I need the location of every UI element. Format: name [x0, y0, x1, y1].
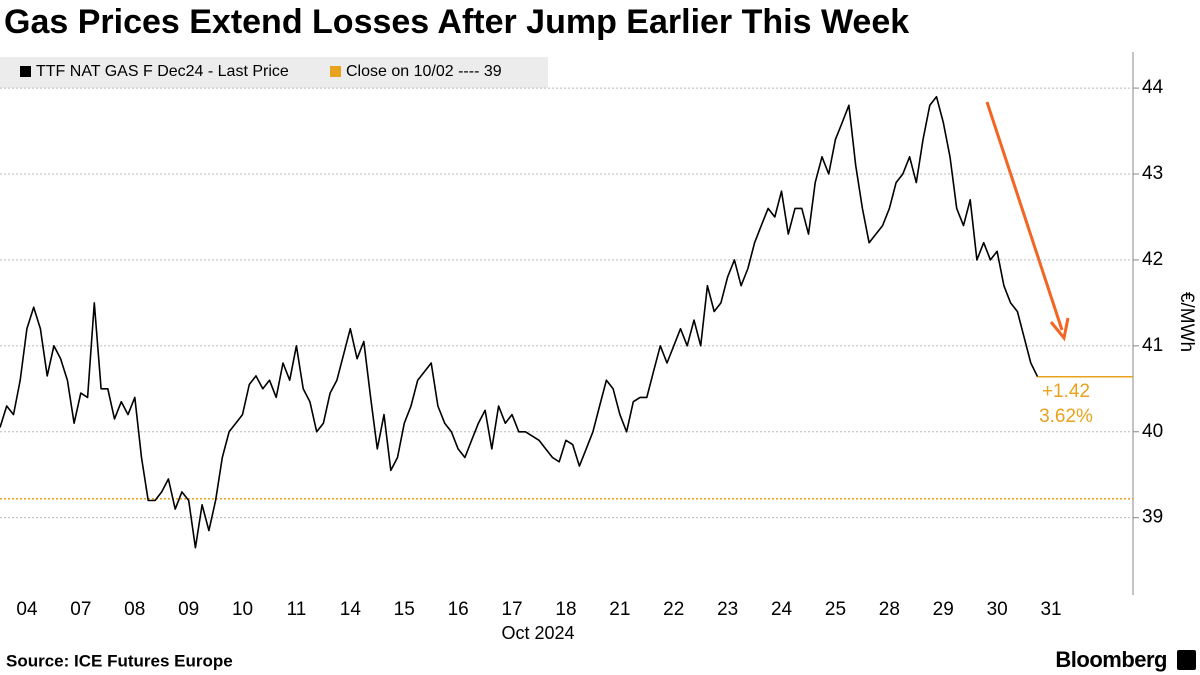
y-tick-label: 40	[1142, 421, 1163, 442]
x-tick-label: 14	[340, 599, 362, 620]
x-tick-label: 24	[771, 599, 793, 620]
y-axis-label: €/MWh	[1176, 292, 1197, 352]
y-tick-label: 44	[1142, 77, 1164, 98]
chart-title: Gas Prices Extend Losses After Jump Earl…	[4, 3, 909, 41]
change-label: 3.62%	[1039, 406, 1093, 427]
y-tick-label: 41	[1142, 335, 1163, 356]
x-tick-label: 09	[178, 599, 199, 620]
x-tick-label: 30	[987, 599, 1008, 620]
trend-arrow	[985, 101, 1064, 331]
x-tick-label: 23	[717, 599, 738, 620]
x-tick-label: 22	[663, 599, 684, 620]
brand-icon	[1177, 650, 1196, 670]
x-tick-label: 28	[879, 599, 900, 620]
price-line	[0, 95, 1039, 549]
legend-swatch	[330, 66, 341, 77]
x-tick-label: 08	[124, 599, 145, 620]
y-tick-label: 39	[1142, 507, 1163, 528]
trend-arrow-head	[1049, 317, 1070, 342]
legend-label: TTF NAT GAS F Dec24 - Last Price	[36, 63, 289, 80]
change-label: +1.42	[1042, 381, 1090, 402]
brand: Bloomberg	[1055, 647, 1167, 672]
source: Source: ICE Futures Europe	[6, 651, 233, 670]
x-tick-label: 10	[232, 599, 253, 620]
x-tick-label: 11	[287, 599, 307, 620]
x-tick-label: 16	[448, 599, 469, 620]
x-axis-label: Oct 2024	[501, 623, 574, 643]
x-tick-label: 15	[394, 599, 415, 620]
legend-label: Close on 10/02 ---- 39	[346, 63, 502, 80]
y-tick-label: 42	[1142, 249, 1163, 270]
x-tick-label: 25	[825, 599, 846, 620]
x-tick-label: 29	[933, 599, 954, 620]
x-tick-label: 17	[501, 599, 522, 620]
x-tick-label: 04	[16, 599, 38, 620]
x-tick-label: 18	[555, 599, 576, 620]
x-tick-label: 07	[70, 599, 91, 620]
y-tick-label: 43	[1142, 163, 1163, 184]
legend-swatch	[20, 66, 31, 77]
x-tick-label: 21	[609, 599, 630, 620]
legend-box	[0, 57, 548, 88]
x-tick-label: 31	[1040, 599, 1061, 620]
